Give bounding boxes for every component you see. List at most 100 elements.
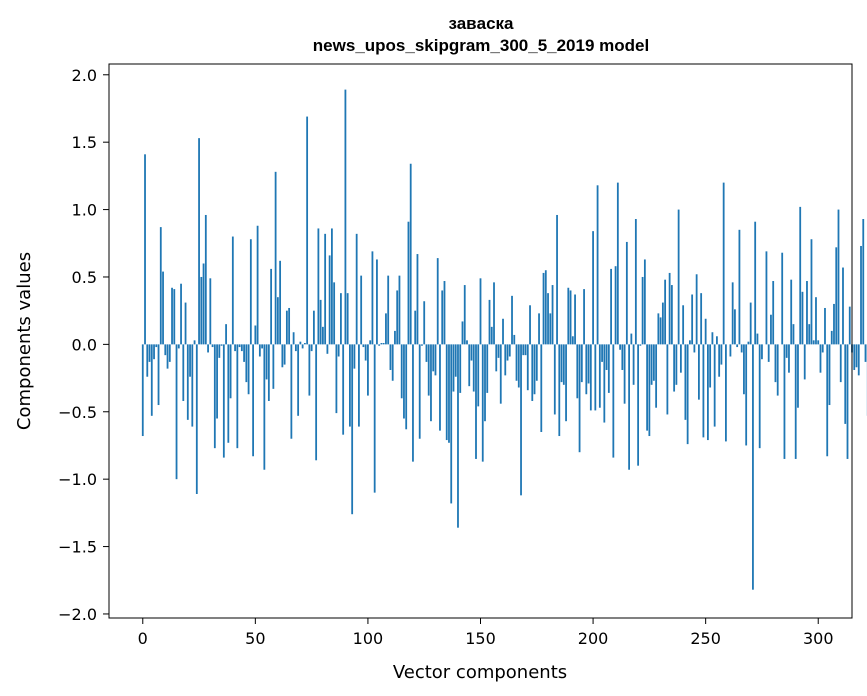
bar (432, 344, 435, 372)
y-tick-label: 1.0 (72, 201, 97, 220)
x-tick-label: 300 (803, 629, 834, 648)
bar (601, 344, 603, 362)
bar (362, 344, 365, 348)
bar (157, 344, 160, 406)
bar (351, 344, 354, 515)
bar (439, 344, 441, 431)
bar (560, 344, 563, 383)
bar (657, 313, 660, 345)
bar (193, 340, 196, 345)
bar (673, 344, 676, 392)
bar (837, 209, 840, 345)
bar (767, 344, 770, 362)
bar (141, 344, 144, 437)
bar (360, 275, 363, 345)
bar (265, 344, 268, 380)
bar (207, 344, 209, 353)
y-tick-label: 0.5 (72, 268, 97, 287)
bar (272, 344, 275, 389)
bar (670, 285, 673, 345)
bar (830, 330, 833, 345)
bar (749, 302, 752, 345)
bar (312, 310, 315, 345)
bar (722, 182, 725, 345)
bar (182, 344, 185, 401)
bar (475, 344, 477, 459)
bar (679, 344, 682, 373)
bar (448, 344, 450, 443)
bar (353, 344, 356, 369)
bar (499, 344, 502, 404)
bar (815, 297, 817, 345)
bar (639, 344, 642, 346)
bar (238, 344, 241, 348)
bar (682, 305, 685, 345)
bar (173, 289, 176, 345)
bar (200, 276, 203, 345)
bars-group (141, 89, 867, 590)
bar (267, 344, 270, 401)
bar (319, 299, 322, 345)
bar (472, 344, 475, 392)
bar (144, 154, 146, 345)
bar (765, 251, 768, 345)
bar (461, 321, 464, 345)
bar (463, 285, 466, 345)
bar (231, 236, 234, 345)
bar (506, 344, 509, 361)
bar (783, 344, 786, 459)
bar (177, 344, 180, 349)
bar (285, 310, 288, 345)
bar (240, 344, 243, 352)
x-tick-label: 100 (353, 629, 384, 648)
bar (225, 324, 227, 345)
bar (430, 344, 432, 422)
bar (785, 344, 788, 358)
bar (159, 227, 162, 345)
bar (529, 305, 531, 345)
bar (382, 343, 385, 345)
bar (547, 293, 549, 345)
bar (148, 344, 151, 362)
bar (452, 344, 455, 392)
bar (736, 344, 739, 348)
bar (292, 332, 295, 345)
bar (414, 310, 417, 345)
bar (558, 344, 561, 437)
bar (603, 344, 606, 423)
bar (326, 344, 329, 354)
bar (776, 344, 779, 396)
bar (846, 344, 849, 459)
bar (497, 344, 500, 358)
bar (385, 313, 387, 345)
bar (799, 206, 802, 345)
bar (632, 344, 635, 385)
bar (781, 252, 784, 345)
bar (621, 344, 624, 370)
bar (646, 344, 649, 431)
bar (155, 344, 158, 348)
bar (186, 344, 189, 420)
bar (495, 344, 498, 372)
bar (695, 274, 698, 345)
bar (443, 281, 446, 345)
bar (218, 344, 221, 358)
bar (616, 182, 619, 345)
bar (373, 344, 376, 493)
bar (195, 344, 198, 494)
bar (508, 344, 511, 357)
bar (589, 344, 592, 411)
bar (340, 293, 342, 345)
bar (333, 282, 336, 345)
bar (398, 275, 401, 345)
bar (378, 344, 381, 346)
bar (790, 279, 793, 345)
bar (542, 272, 545, 345)
bar (189, 344, 191, 377)
bar (716, 336, 718, 345)
bar (655, 344, 658, 408)
bar (168, 344, 171, 362)
bar (236, 344, 239, 449)
bar (862, 219, 865, 345)
bar (565, 344, 567, 422)
